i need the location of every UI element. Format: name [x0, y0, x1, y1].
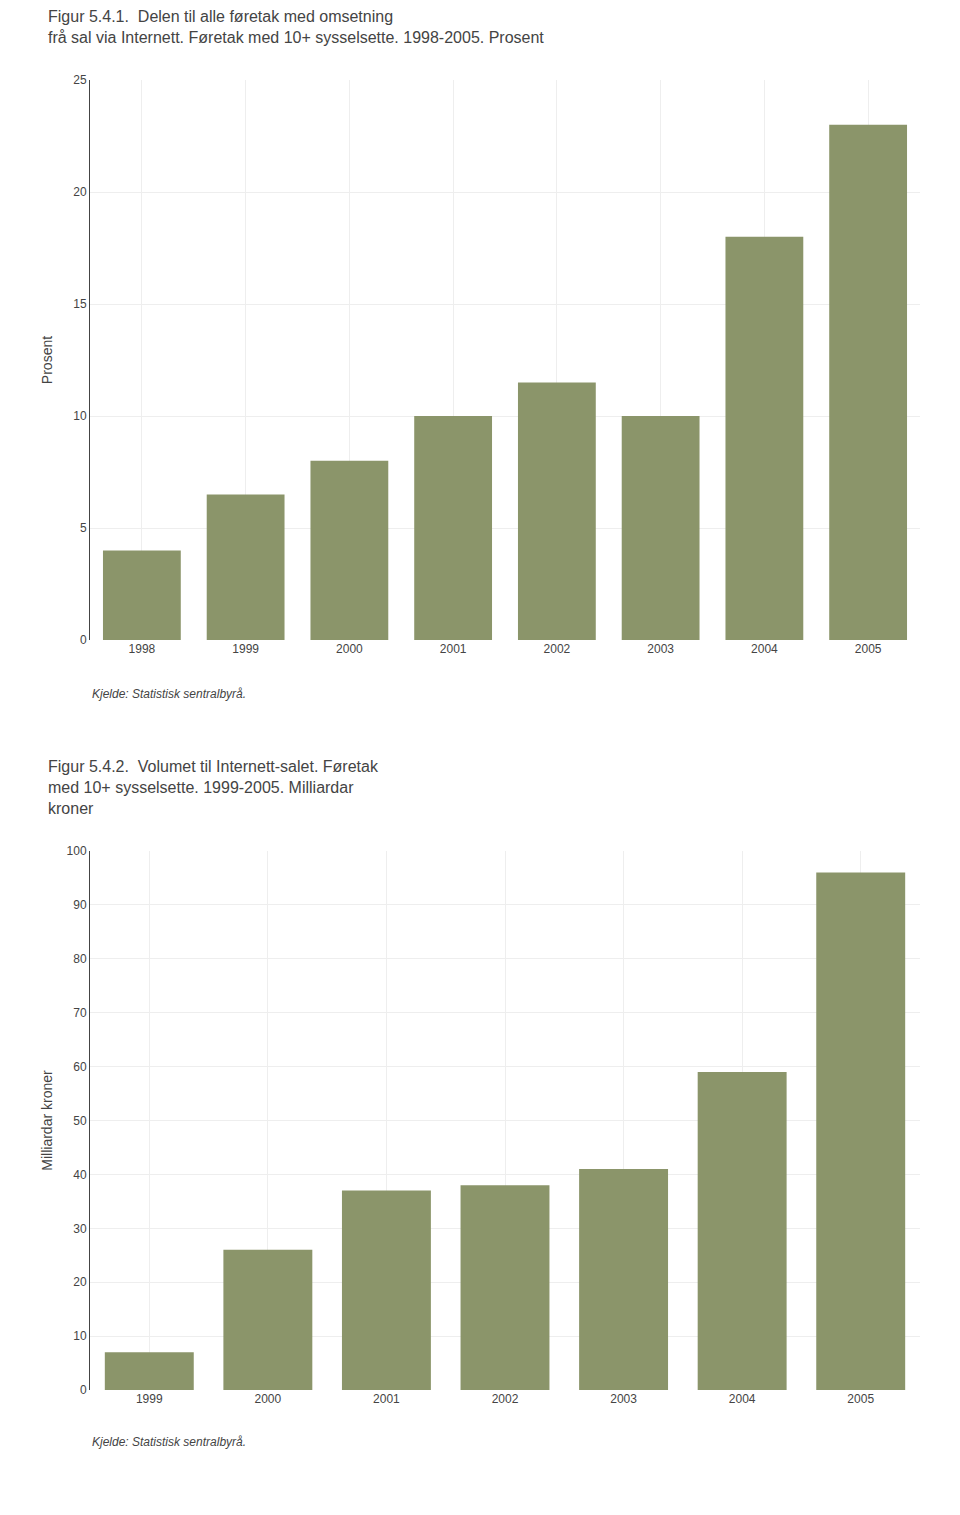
svg-text:2005: 2005 [847, 1392, 874, 1406]
svg-text:0: 0 [80, 633, 87, 647]
svg-text:Kjelde: Statistisk sentralbyrå: Kjelde: Statistisk sentralbyrå. [92, 687, 246, 701]
svg-text:5: 5 [80, 521, 87, 535]
svg-text:2004: 2004 [729, 1392, 756, 1406]
svg-text:10: 10 [73, 1329, 87, 1343]
svg-text:50: 50 [73, 1114, 87, 1128]
svg-text:90: 90 [73, 898, 87, 912]
svg-text:1998: 1998 [129, 642, 156, 656]
svg-text:80: 80 [73, 952, 87, 966]
svg-text:Kjelde: Statistisk sentralbyrå: Kjelde: Statistisk sentralbyrå. [92, 1435, 246, 1449]
svg-text:25: 25 [73, 73, 87, 87]
svg-text:10: 10 [73, 409, 87, 423]
svg-text:1999: 1999 [232, 642, 259, 656]
svg-text:20: 20 [73, 185, 87, 199]
svg-text:Figur 5.4.1. Delen til alle f: Figur 5.4.1. Delen til alle føretak med … [48, 8, 544, 46]
svg-text:2003: 2003 [610, 1392, 637, 1406]
svg-text:70: 70 [73, 1006, 87, 1020]
svg-text:2000: 2000 [336, 642, 363, 656]
svg-text:2004: 2004 [751, 642, 778, 656]
svg-text:1999: 1999 [136, 1392, 163, 1406]
svg-text:2005: 2005 [855, 642, 882, 656]
svg-text:100: 100 [67, 844, 87, 858]
svg-text:15: 15 [73, 297, 87, 311]
svg-text:2000: 2000 [255, 1392, 282, 1406]
svg-text:Milliardar kroner: Milliardar kroner [39, 1070, 55, 1171]
svg-text:40: 40 [73, 1168, 87, 1182]
svg-text:2001: 2001 [440, 642, 467, 656]
svg-text:Figur 5.4.2. Volumet til Inte: Figur 5.4.2. Volumet til Internett-salet… [48, 758, 379, 817]
svg-text:2001: 2001 [373, 1392, 400, 1406]
svg-text:20: 20 [73, 1275, 87, 1289]
svg-text:Prosent: Prosent [39, 336, 55, 384]
svg-text:2003: 2003 [647, 642, 674, 656]
svg-text:30: 30 [73, 1222, 87, 1236]
svg-text:2002: 2002 [544, 642, 571, 656]
svg-text:0: 0 [80, 1383, 87, 1397]
svg-text:60: 60 [73, 1060, 87, 1074]
svg-text:2002: 2002 [492, 1392, 519, 1406]
